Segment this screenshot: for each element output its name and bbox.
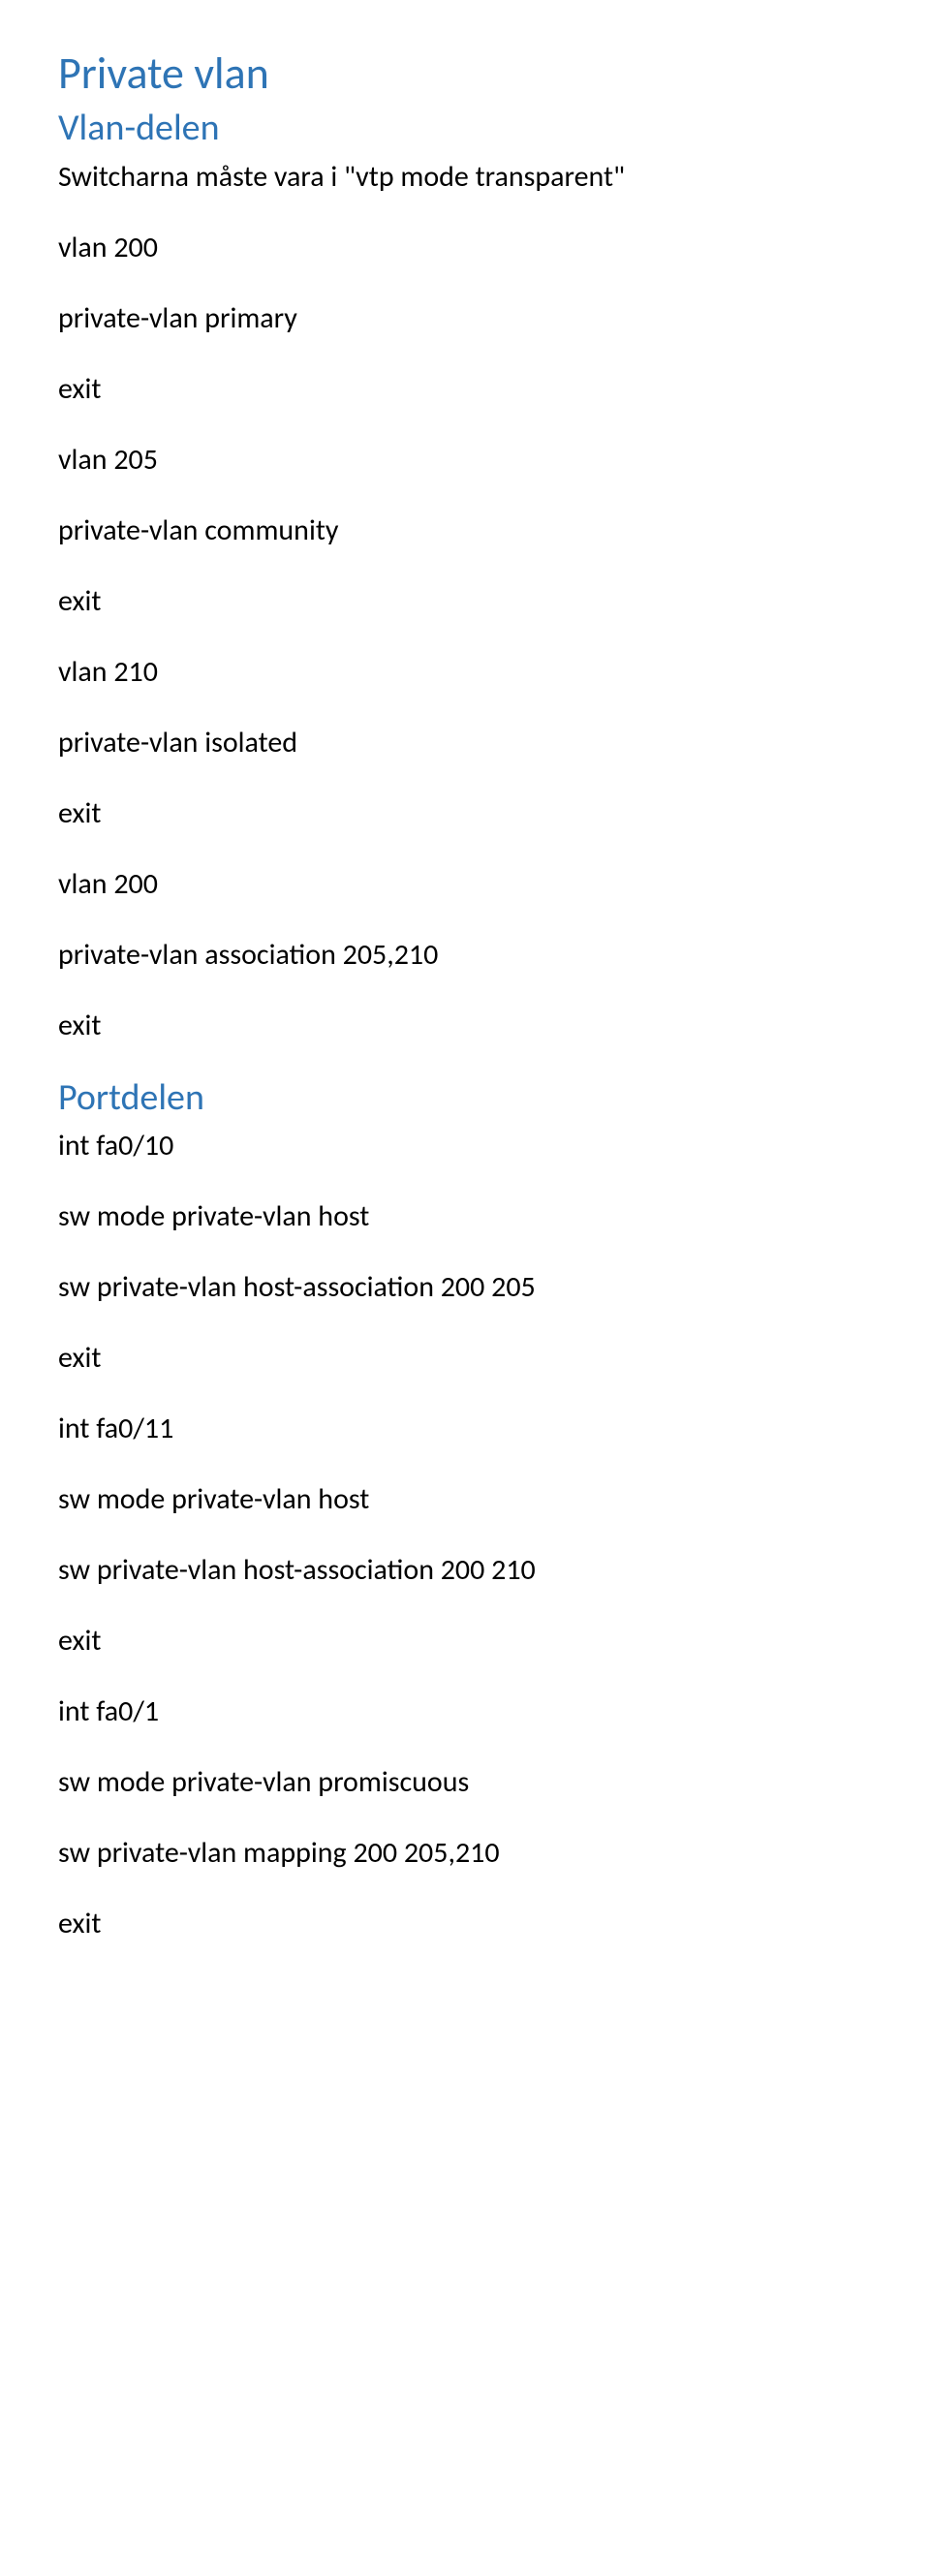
config-line: private-vlan primary [58, 299, 872, 337]
config-line: private-vlan community [58, 512, 872, 549]
config-line: exit [58, 794, 872, 832]
config-line: int fa0/11 [58, 1410, 872, 1447]
config-line: exit [58, 370, 872, 408]
heading-portdelen: Portdelen [58, 1077, 872, 1120]
config-line: vlan 205 [58, 441, 872, 479]
intro-text: Switcharna måste vara i "vtp mode transp… [58, 158, 872, 196]
config-line: vlan 200 [58, 865, 872, 903]
heading-vlan-delen: Vlan-delen [58, 108, 872, 150]
config-line: exit [58, 1905, 872, 1942]
config-line: exit [58, 1007, 872, 1044]
config-line: exit [58, 582, 872, 620]
config-line: sw mode private-vlan host [58, 1480, 872, 1518]
config-line: sw private-vlan host-association 200 210 [58, 1551, 872, 1589]
config-line: sw mode private-vlan host [58, 1197, 872, 1235]
config-line: exit [58, 1622, 872, 1660]
config-line: sw private-vlan mapping 200 205,210 [58, 1834, 872, 1872]
heading-private-vlan: Private vlan [58, 48, 872, 100]
config-line: sw private-vlan host-association 200 205 [58, 1268, 872, 1306]
config-line: vlan 200 [58, 229, 872, 266]
config-line: int fa0/1 [58, 1692, 872, 1730]
config-line: private-vlan association 205,210 [58, 936, 872, 974]
config-line: exit [58, 1339, 872, 1377]
config-line: private-vlan isolated [58, 724, 872, 761]
config-line: int fa0/10 [58, 1127, 872, 1164]
config-line: vlan 210 [58, 653, 872, 691]
document-page: Private vlan Vlan-delen Switcharna måste… [0, 0, 930, 2033]
config-line: sw mode private-vlan promiscuous [58, 1763, 872, 1801]
